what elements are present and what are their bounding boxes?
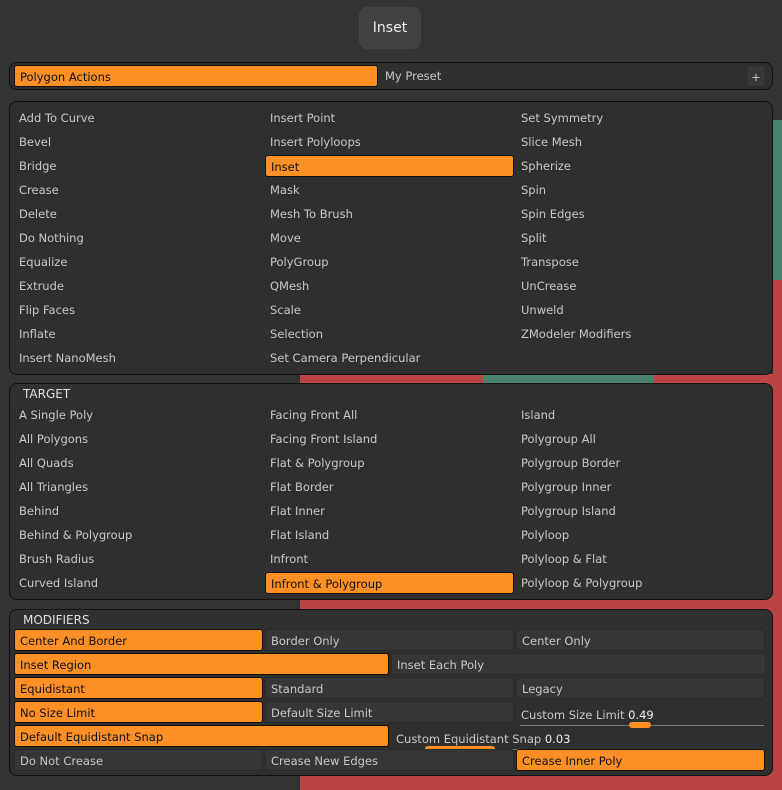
- custom-size-limit-slider-handle[interactable]: [628, 722, 651, 728]
- action-spherize[interactable]: Spherize: [521, 159, 571, 173]
- custom-equidistant-snap-slider-value[interactable]: 0.03: [544, 732, 571, 746]
- modifier-crease-new-edges[interactable]: Crease New Edges: [265, 749, 514, 771]
- action-set-camera-perpendicular[interactable]: Set Camera Perpendicular: [270, 351, 421, 365]
- action-set-symmetry[interactable]: Set Symmetry: [521, 111, 604, 125]
- action-polygroup[interactable]: PolyGroup: [270, 255, 329, 269]
- action-qmesh[interactable]: QMesh: [270, 279, 310, 293]
- modifier-border-only[interactable]: Border Only: [265, 629, 514, 651]
- custom-equidistant-snap-slider-label: Custom Equidistant Snap 0.03: [391, 728, 768, 750]
- custom-equidistant-snap-slider-name: Custom Equidistant Snap: [396, 732, 542, 746]
- action-uncrease[interactable]: UnCrease: [521, 279, 577, 293]
- action-bridge[interactable]: Bridge: [19, 159, 57, 173]
- modifier-no-size-limit[interactable]: No Size Limit: [14, 701, 263, 723]
- action-add-to-curve[interactable]: Add To Curve: [19, 111, 95, 125]
- preset-my-preset[interactable]: My Preset: [385, 69, 442, 83]
- target-all-polygons[interactable]: All Polygons: [19, 432, 89, 446]
- add-preset-button[interactable]: +: [746, 65, 766, 87]
- target-behind-polygroup[interactable]: Behind & Polygroup: [19, 528, 133, 542]
- modifier-inset-each-poly[interactable]: Inset Each Poly: [391, 653, 766, 675]
- target-polyloop-polygroup[interactable]: Polyloop & Polygroup: [521, 576, 643, 590]
- custom-size-limit-slider-label: Custom Size Limit 0.49: [516, 704, 768, 726]
- modifier-inset-region[interactable]: Inset Region: [14, 653, 389, 675]
- action-zmodeler-modifiers[interactable]: ZModeler Modifiers: [521, 327, 632, 341]
- target-island[interactable]: Island: [521, 408, 556, 422]
- target-behind[interactable]: Behind: [19, 504, 60, 518]
- preset-polygon-actions[interactable]: Polygon Actions: [14, 65, 378, 87]
- action-delete[interactable]: Delete: [19, 207, 57, 221]
- target-all-quads[interactable]: All Quads: [19, 456, 74, 470]
- modifier-default-size-limit[interactable]: Default Size Limit: [265, 701, 514, 723]
- target-polygroup-island[interactable]: Polygroup Island: [521, 504, 616, 518]
- action-unweld[interactable]: Unweld: [521, 303, 564, 317]
- action-mask[interactable]: Mask: [270, 183, 300, 197]
- custom-size-limit-slider-value[interactable]: 0.49: [628, 708, 654, 722]
- target-all-triangles[interactable]: All Triangles: [19, 480, 89, 494]
- action-extrude[interactable]: Extrude: [19, 279, 64, 293]
- action-bevel[interactable]: Bevel: [19, 135, 52, 149]
- action-spin[interactable]: Spin: [521, 183, 547, 197]
- custom-size-limit-slider-name: Custom Size Limit: [521, 708, 625, 722]
- action-spin-edges[interactable]: Spin Edges: [521, 207, 585, 221]
- target-brush-radius[interactable]: Brush Radius: [19, 552, 95, 566]
- action-insert-polyloops[interactable]: Insert Polyloops: [270, 135, 361, 149]
- modifier-legacy[interactable]: Legacy: [516, 677, 765, 699]
- target-infront[interactable]: Infront: [270, 552, 309, 566]
- modifier-center-and-border[interactable]: Center And Border: [14, 629, 263, 651]
- modifier-standard[interactable]: Standard: [265, 677, 514, 699]
- action-do-nothing[interactable]: Do Nothing: [19, 231, 84, 245]
- action-selection[interactable]: Selection: [270, 327, 323, 341]
- target-panel: TARGET A Single Poly Facing Front All Isla…: [9, 383, 773, 600]
- modifier-default-equidistant-snap[interactable]: Default Equidistant Snap: [14, 725, 389, 747]
- action-scale[interactable]: Scale: [270, 303, 301, 317]
- modifier-equidistant[interactable]: Equidistant: [14, 677, 263, 699]
- modifier-crease-inner-poly[interactable]: Crease Inner Poly: [516, 749, 765, 771]
- action-flip-faces[interactable]: Flip Faces: [19, 303, 75, 317]
- target-curved-island[interactable]: Curved Island: [19, 576, 99, 590]
- modifiers-header: MODIFIERS: [10, 610, 772, 630]
- action-inflate[interactable]: Inflate: [19, 327, 56, 341]
- modifier-do-not-crease[interactable]: Do Not Crease: [14, 749, 263, 771]
- target-facing-front-all[interactable]: Facing Front All: [270, 408, 358, 422]
- action-transpose[interactable]: Transpose: [521, 255, 579, 269]
- viewport-edge-green: [773, 120, 782, 280]
- target-polygroup-inner[interactable]: Polygroup Inner: [521, 480, 612, 494]
- action-insert-point[interactable]: Insert Point: [270, 111, 336, 125]
- target-polygroup-all[interactable]: Polygroup All: [521, 432, 596, 446]
- action-crease[interactable]: Crease: [19, 183, 59, 197]
- target-infront-polygroup[interactable]: Infront & Polygroup: [265, 572, 514, 594]
- target-flat-polygroup[interactable]: Flat & Polygroup: [270, 456, 365, 470]
- action-mesh-to-brush[interactable]: Mesh To Brush: [270, 207, 353, 221]
- target-polygroup-border[interactable]: Polygroup Border: [521, 456, 621, 470]
- action-slice-mesh[interactable]: Slice Mesh: [521, 135, 583, 149]
- action-equalize[interactable]: Equalize: [19, 255, 68, 269]
- modifiers-panel: MODIFIERS Center And Border Border Only Ce…: [9, 609, 773, 776]
- viewport-edge: [773, 120, 782, 600]
- tool-title: Inset: [359, 7, 421, 49]
- target-flat-border[interactable]: Flat Border: [270, 480, 334, 494]
- target-header: TARGET: [10, 384, 772, 404]
- target-a-single-poly[interactable]: A Single Poly: [19, 408, 94, 422]
- action-insert-nanomesh[interactable]: Insert NanoMesh: [19, 351, 116, 365]
- action-move[interactable]: Move: [270, 231, 301, 245]
- target-polyloop-flat[interactable]: Polyloop & Flat: [521, 552, 607, 566]
- target-flat-island[interactable]: Flat Island: [270, 528, 330, 542]
- action-split[interactable]: Split: [521, 231, 547, 245]
- preset-panel: Polygon Actions My Preset +: [9, 62, 773, 90]
- target-flat-inner[interactable]: Flat Inner: [270, 504, 325, 518]
- target-polyloop[interactable]: Polyloop: [521, 528, 570, 542]
- actions-panel: Add To Curve Insert Point Set Symmetry Beve…: [9, 101, 773, 375]
- modifier-center-only[interactable]: Center Only: [516, 629, 765, 651]
- action-inset[interactable]: Inset: [265, 155, 514, 177]
- target-facing-front-island[interactable]: Facing Front Island: [270, 432, 378, 446]
